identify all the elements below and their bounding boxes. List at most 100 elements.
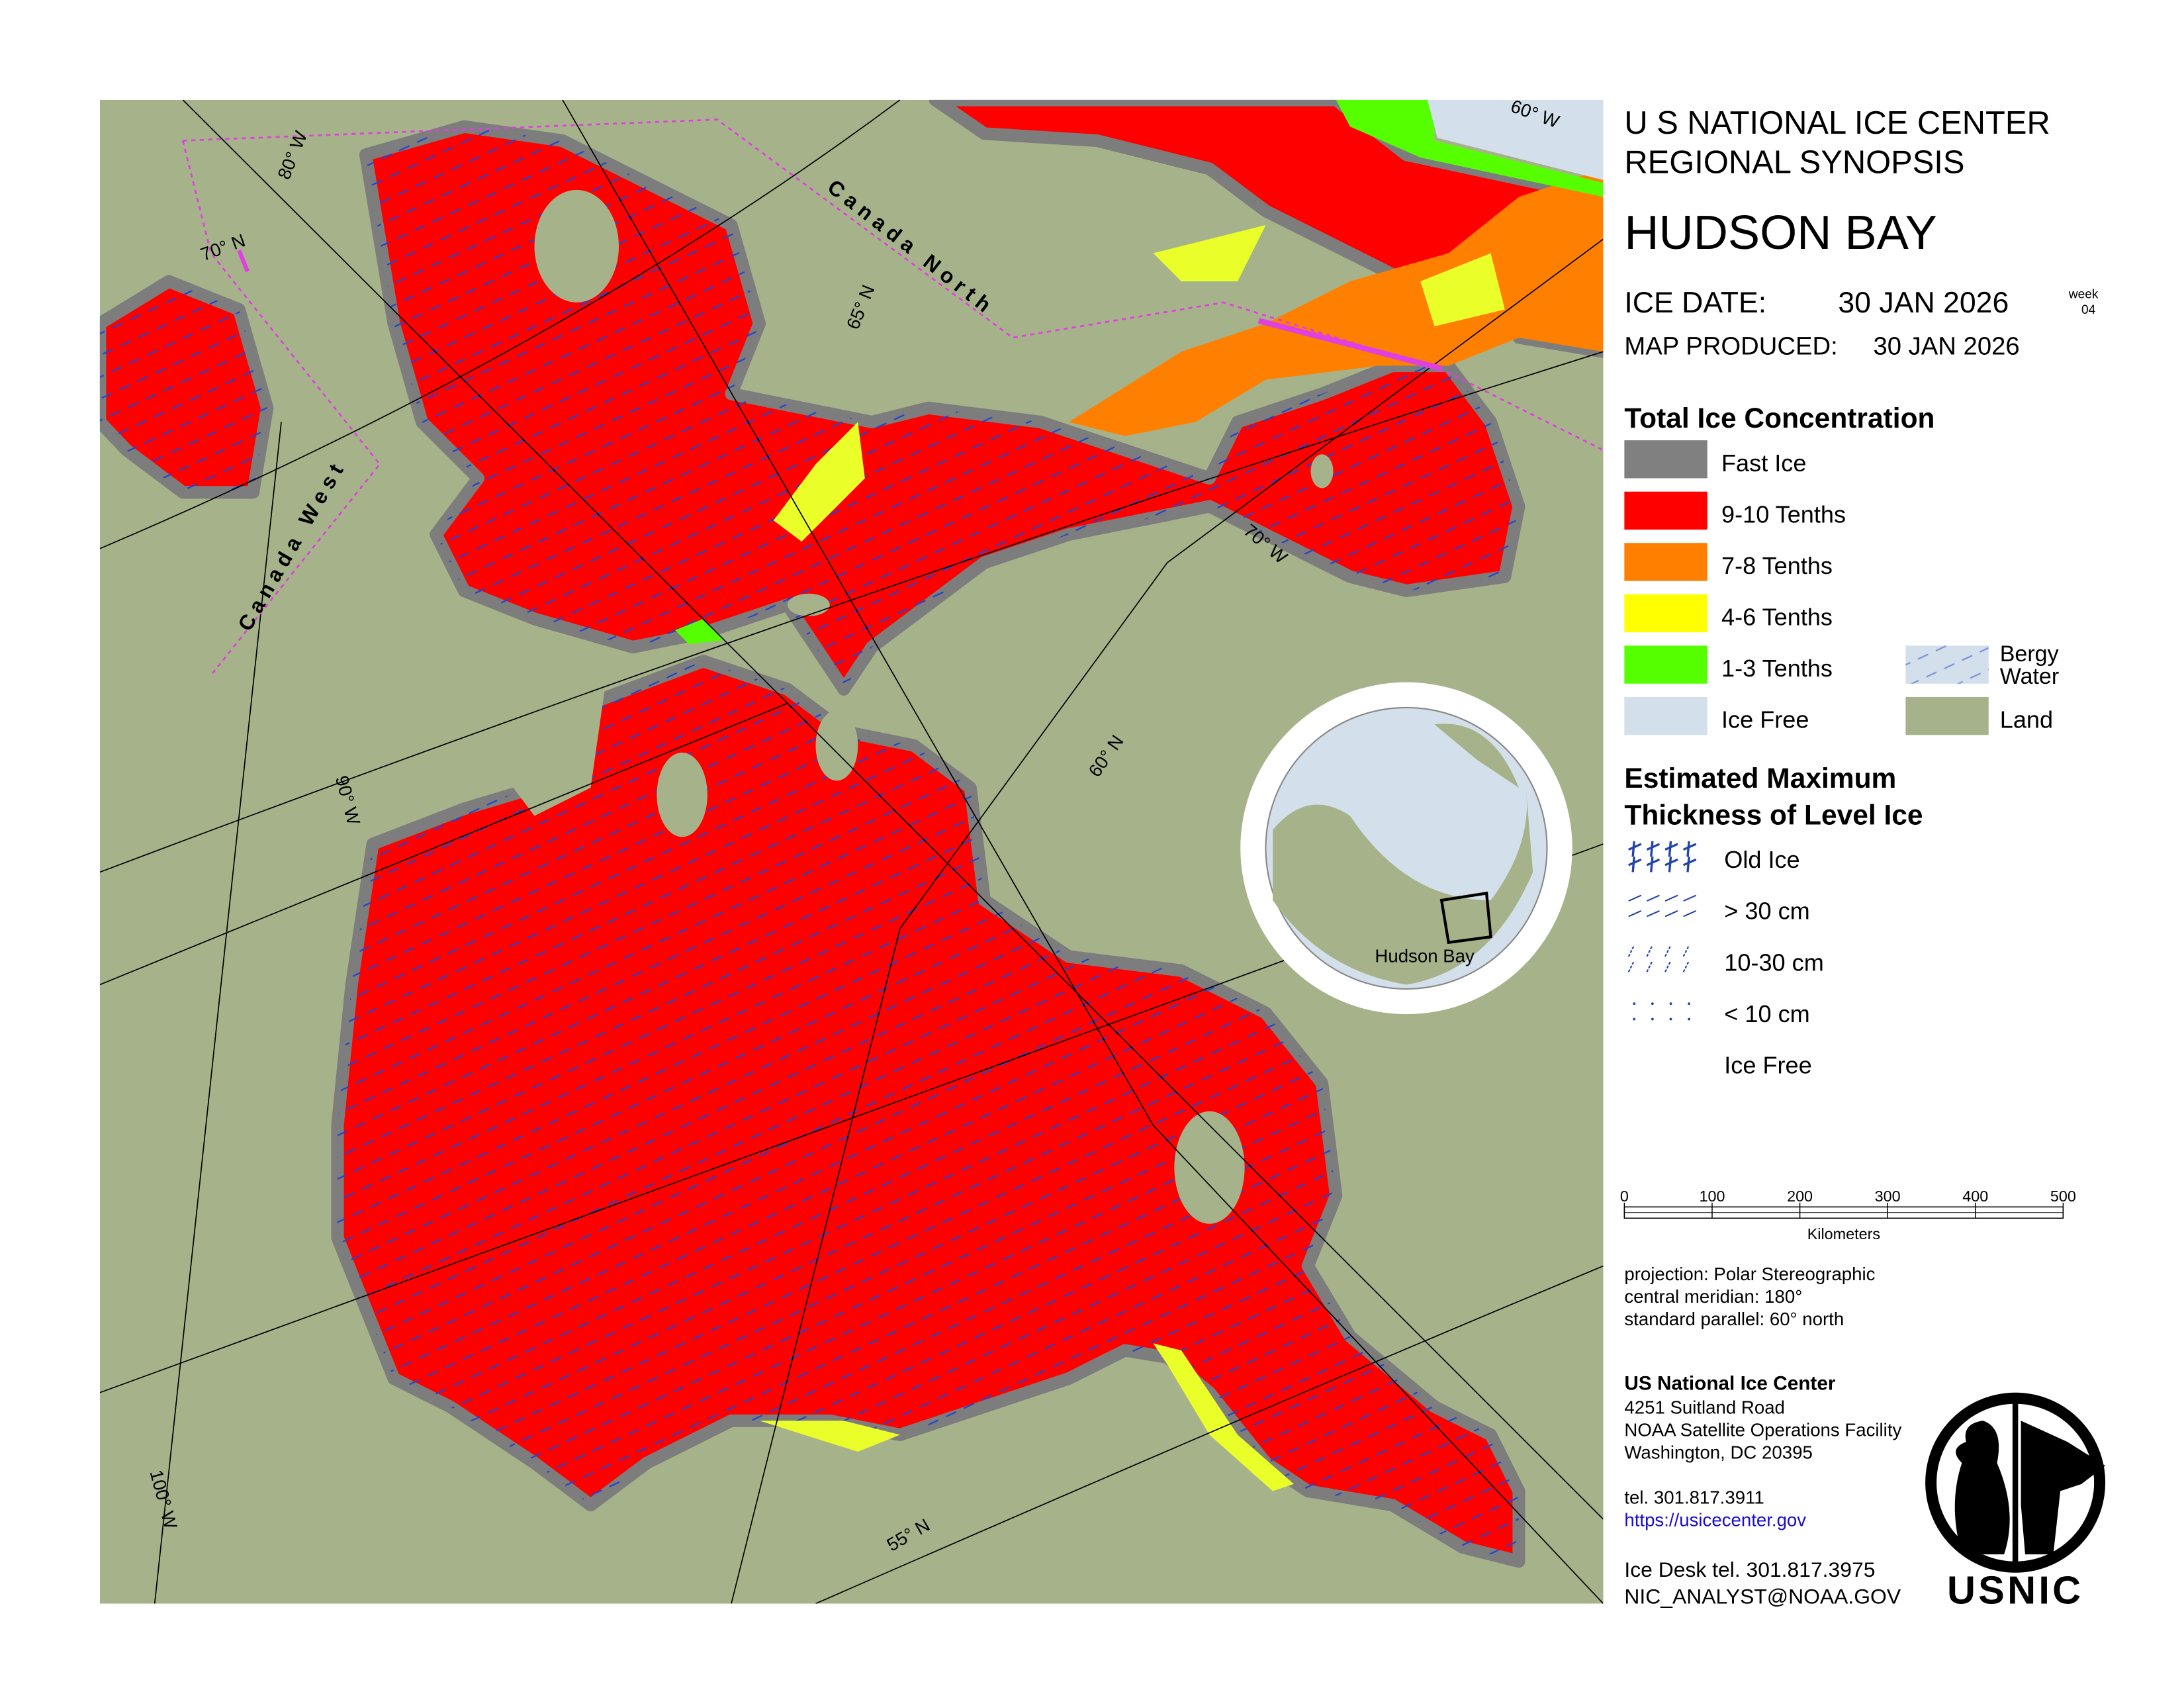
thickness-icon bbox=[1631, 856, 1635, 872]
thickness-icon bbox=[1669, 1017, 1672, 1021]
legend-swatch bbox=[1624, 491, 1707, 530]
legend-label: Bergy bbox=[2000, 641, 2059, 667]
thickness-icon bbox=[1668, 856, 1672, 872]
legend-label: Water bbox=[2000, 664, 2059, 689]
thickness-icon bbox=[1664, 843, 1678, 851]
legend-label: 10-30 cm bbox=[1724, 949, 1824, 976]
projection-text: central meridian: 180° bbox=[1624, 1286, 1802, 1307]
thickness-icon bbox=[1664, 858, 1678, 867]
contact-desk: Ice Desk tel. 301.817.3975 bbox=[1624, 1558, 1875, 1581]
logo-penguin bbox=[1954, 1421, 2010, 1555]
contact-address: 4251 Suitland Road bbox=[1624, 1397, 1785, 1418]
ice-4-6 bbox=[759, 225, 1505, 1491]
legend-swatch bbox=[1905, 696, 1989, 735]
scale-tick-label: 200 bbox=[1787, 1188, 1813, 1205]
scale-tick-label: 100 bbox=[1699, 1188, 1725, 1205]
legend-label: Land bbox=[2000, 706, 2053, 733]
thickness-icon bbox=[1628, 858, 1642, 867]
contact-tel: tel. 301.817.3911 bbox=[1624, 1487, 1764, 1508]
legend-swatch bbox=[1624, 543, 1707, 581]
thickness-icon bbox=[1646, 960, 1653, 972]
scale-tick-label: 400 bbox=[1962, 1188, 1988, 1205]
thickness-icon bbox=[1686, 841, 1690, 857]
thickness-icon bbox=[1633, 1002, 1636, 1006]
projection-text: standard parallel: 60° north bbox=[1624, 1309, 1844, 1329]
legend-label: < 10 cm bbox=[1724, 1000, 1809, 1027]
logo-bear bbox=[2021, 1421, 2106, 1555]
legend-label: 7-8 Tenths bbox=[1721, 552, 1833, 579]
legend-label: 4-6 Tenths bbox=[1721, 604, 1833, 631]
header-text: 04 bbox=[2081, 303, 2096, 317]
legend-label: Ice Free bbox=[1724, 1051, 1811, 1078]
thickness-hatching bbox=[99, 126, 1520, 1562]
scale-tick-label: 0 bbox=[1620, 1188, 1629, 1205]
contact-address: Washington, DC 20395 bbox=[1624, 1442, 1812, 1463]
legend-swatch bbox=[1624, 594, 1707, 633]
thickness-icon bbox=[1651, 1017, 1654, 1021]
thickness-icon bbox=[1682, 843, 1697, 851]
thickness-icon bbox=[1627, 945, 1635, 957]
legend-label: 1-3 Tenths bbox=[1721, 655, 1833, 682]
scale-tick-label: 500 bbox=[2050, 1188, 2076, 1205]
contact-name: US National Ice Center bbox=[1624, 1373, 1835, 1395]
map: 80° W70° N65° N60° W70° W60° N90° W100° … bbox=[99, 99, 1604, 1604]
legend-title: Estimated Maximum bbox=[1624, 763, 1896, 794]
inset-land bbox=[1434, 724, 1520, 788]
thickness-icon bbox=[1686, 856, 1690, 872]
thickness-icon bbox=[1683, 910, 1697, 917]
projection-text: projection: Polar Stereographic bbox=[1624, 1264, 1875, 1284]
header-text: U S NATIONAL ICE CENTER bbox=[1624, 105, 2050, 141]
inset-land bbox=[1273, 788, 1533, 985]
scale-unit: Kilometers bbox=[1807, 1225, 1880, 1243]
thickness-icon bbox=[1651, 1002, 1654, 1006]
legend-swatch bbox=[1624, 645, 1707, 684]
legend-swatch bbox=[1624, 696, 1707, 735]
thickness-icon bbox=[1628, 894, 1642, 902]
legend-label: Fast Ice bbox=[1721, 449, 1806, 477]
legend-label: Ice Free bbox=[1721, 706, 1809, 733]
legend-label: > 30 cm bbox=[1724, 898, 1809, 925]
header-text: week bbox=[2068, 288, 2099, 302]
legend-swatch bbox=[1905, 645, 1989, 684]
islands bbox=[422, 189, 1334, 1224]
thickness-icon bbox=[1683, 894, 1697, 902]
thickness-icon bbox=[1664, 910, 1678, 917]
thickness-icon bbox=[1646, 858, 1661, 867]
thickness-icon bbox=[1646, 945, 1653, 957]
thickness-icon bbox=[1633, 1017, 1636, 1021]
contact-address: NOAA Satellite Operations Facility bbox=[1624, 1420, 1901, 1440]
ice-7-8 bbox=[1069, 169, 1604, 436]
thickness-icon bbox=[1682, 945, 1690, 957]
thickness-icon bbox=[1664, 960, 1672, 972]
legend-title: Thickness of Level Ice bbox=[1624, 800, 1923, 831]
thickness-icon bbox=[1631, 841, 1635, 857]
thickness-icon bbox=[1682, 960, 1690, 972]
thickness-icon bbox=[1646, 843, 1661, 851]
inset-box bbox=[1439, 891, 1492, 945]
thickness-icon bbox=[1669, 1002, 1672, 1006]
thickness-icon bbox=[1650, 841, 1654, 857]
contact-url[interactable]: https://usicecenter.gov bbox=[1624, 1510, 1806, 1530]
thickness-icon bbox=[1664, 945, 1672, 957]
contact-email: NIC_ANALYST@NOAA.GOV bbox=[1624, 1585, 1901, 1609]
thickness-icon bbox=[1628, 910, 1642, 917]
header-text: 30 JAN 2026 bbox=[1838, 287, 2009, 319]
ice-1-3 bbox=[1336, 99, 1604, 197]
header-text: MAP PRODUCED: bbox=[1624, 332, 1837, 361]
legend-title: Total Ice Concentration bbox=[1624, 403, 1934, 434]
bergy-water bbox=[1427, 99, 1604, 180]
thickness-icon bbox=[1650, 856, 1654, 872]
header-text: 30 JAN 2026 bbox=[1874, 332, 2020, 361]
thickness-icon bbox=[1664, 894, 1678, 902]
header-text: ICE DATE: bbox=[1624, 287, 1766, 319]
thickness-icon bbox=[1668, 841, 1672, 857]
inset-label: Hudson Bay bbox=[1375, 946, 1475, 966]
header-text: REGIONAL SYNOPSIS bbox=[1624, 144, 1964, 180]
legend-label: Old Ice bbox=[1724, 846, 1799, 873]
thickness-icon bbox=[1688, 1002, 1691, 1006]
legend-label: 9-10 Tenths bbox=[1721, 500, 1846, 528]
ice-1-3 bbox=[675, 619, 725, 645]
thickness-icon bbox=[1627, 960, 1635, 972]
logo-text: USNIC bbox=[1947, 1568, 2083, 1613]
